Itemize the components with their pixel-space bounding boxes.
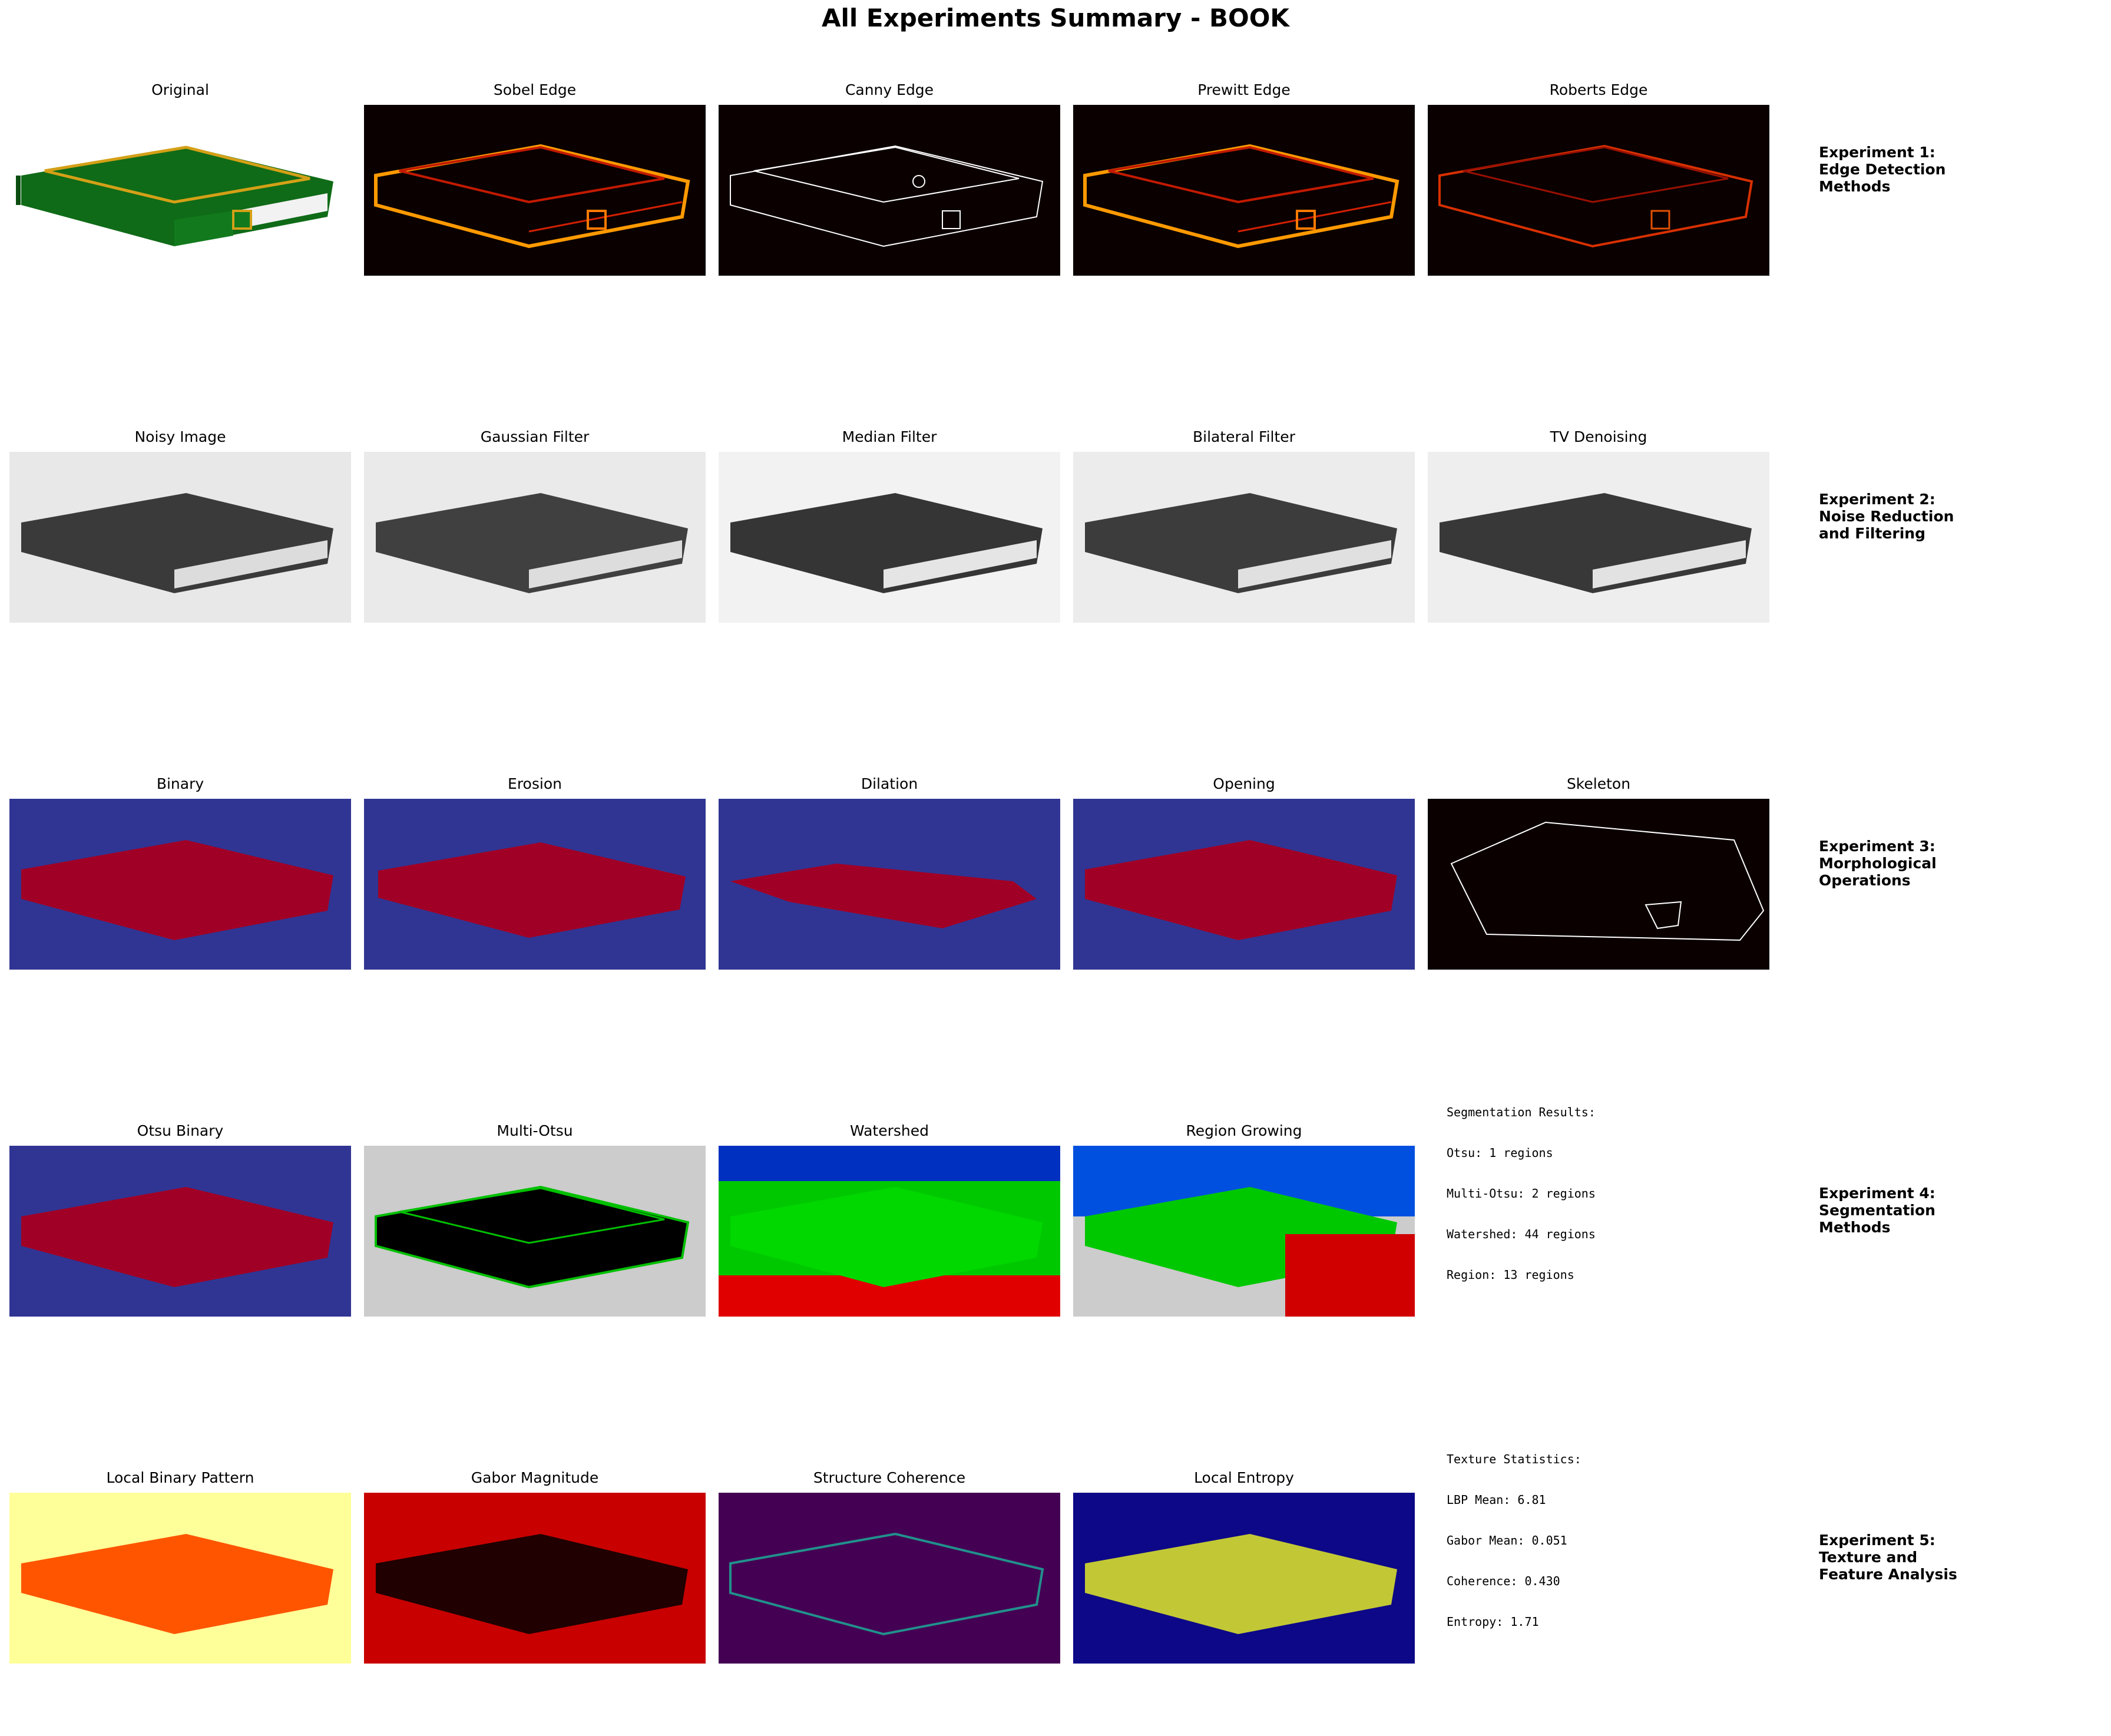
panel-title: Erosion [508,775,562,792]
panel-title: Sobel Edge [493,81,577,98]
segmentation-results-text: Segmentation Results: Otsu: 1 regions Mu… [1447,1105,1596,1282]
panel-binary: Binary [9,775,351,970]
row-experiment-2: Noisy Image Gaussian Filter Median Filte… [0,428,2111,629]
panel-title: Roberts Edge [1549,81,1648,98]
panel-title: Bilateral Filter [1193,428,1295,445]
experiment-label: Experiment 1: Edge Detection Methods [1819,144,1946,195]
panel-bilateral-filter: Bilateral Filter [1073,428,1415,623]
panel-erosion: Erosion [364,775,706,970]
panel-gabor-magnitude: Gabor Magnitude [364,1469,706,1664]
panel-title: Prewitt Edge [1197,81,1291,98]
row-experiment-4: Otsu Binary Multi-Otsu Watershed [0,1106,2111,1322]
experiment-label: Experiment 5: Texture and Feature Analys… [1819,1532,1957,1583]
panel-original: Original [9,81,351,276]
panel-title: Dilation [861,775,918,792]
panel-title: Local Entropy [1194,1469,1294,1486]
row-experiment-5: Local Binary Pattern Gabor Magnitude Str… [0,1453,2111,1669]
panel-sobel-edge: Sobel Edge [364,81,706,276]
panel-title: Canny Edge [845,81,934,98]
panel-median-filter: Median Filter [719,428,1060,623]
panel-title: Watershed [849,1122,929,1139]
panel-title: Median Filter [842,428,937,445]
texture-statistics-text: Texture Statistics: LBP Mean: 6.81 Gabor… [1447,1452,1581,1629]
experiment-label: Experiment 3: Morphological Operations [1819,838,1937,889]
panel-title: Local Binary Pattern [106,1469,254,1486]
figure-title: All Experiments Summary - BOOK [822,4,1289,32]
panel-roberts-edge: Roberts Edge [1428,81,1769,276]
panel-title: Multi-Otsu [497,1122,573,1139]
panel-title: Otsu Binary [137,1122,224,1139]
panel-title: Original [151,81,209,98]
panel-title: Skeleton [1566,775,1631,792]
row-experiment-3: Binary Erosion Dilation Opening [0,775,2111,976]
panel-title: Binary [156,775,204,792]
panel-tv-denoising: TV Denoising [1428,428,1769,623]
panel-noisy-image: Noisy Image [9,428,351,623]
experiment-label: Experiment 4: Segmentation Methods [1819,1185,1935,1236]
panel-region-growing: Region Growing [1073,1122,1415,1317]
panel-title: Gabor Magnitude [471,1469,599,1486]
panel-title: Structure Coherence [813,1469,966,1486]
panel-dilation: Dilation [719,775,1060,970]
panel-title: Noisy Image [134,428,226,445]
panel-otsu-binary: Otsu Binary [9,1122,351,1317]
panel-multi-otsu: Multi-Otsu [364,1122,706,1317]
panel-local-binary-pattern: Local Binary Pattern [9,1469,351,1664]
panel-opening: Opening [1073,775,1415,970]
panel-canny-edge: Canny Edge [719,81,1060,276]
panel-title: Region Growing [1186,1122,1302,1139]
panel-title: Opening [1213,775,1275,792]
panel-title: Gaussian Filter [480,428,590,445]
panel-watershed: Watershed [719,1122,1060,1317]
panel-prewitt-edge: Prewitt Edge [1073,81,1415,276]
panel-skeleton: Skeleton [1428,775,1769,970]
row-experiment-1: Original Sobel Edge Cann [0,81,2111,282]
panel-local-entropy: Local Entropy [1073,1469,1415,1664]
panel-gaussian-filter: Gaussian Filter [364,428,706,623]
experiment-label: Experiment 2: Noise Reduction and Filter… [1819,491,1954,542]
panel-structure-coherence: Structure Coherence [719,1469,1060,1664]
panel-title: TV Denoising [1550,428,1647,445]
